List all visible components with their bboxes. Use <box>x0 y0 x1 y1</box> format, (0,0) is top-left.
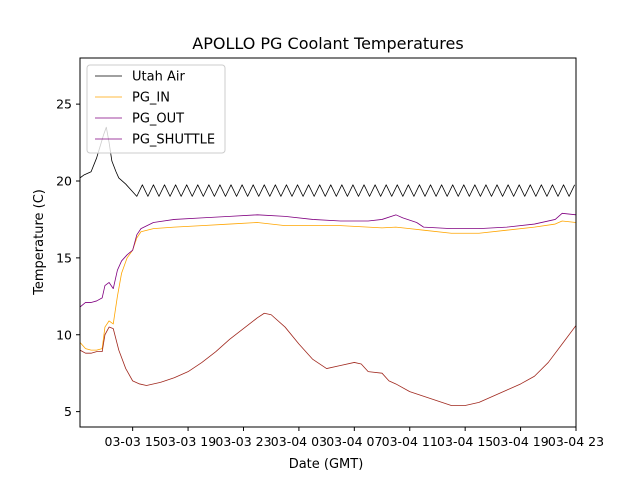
legend-label: Utah Air <box>132 70 185 85</box>
y-tick-label: 5 <box>64 404 72 419</box>
x-axis-title: Date (GMT) <box>289 457 364 472</box>
y-axis: 5 10 15 20 25 <box>56 97 80 419</box>
x-tick-label: 03-04 23 <box>548 434 604 449</box>
x-tick-label: 03-03 15 <box>105 434 161 449</box>
series-layer <box>80 126 576 406</box>
x-tick-label: 03-03 23 <box>215 434 271 449</box>
chart-title: APOLLO PG Coolant Temperatures <box>192 34 463 53</box>
legend-label: PG_IN <box>132 91 170 106</box>
y-tick-label: 20 <box>56 174 72 189</box>
legend-box <box>86 64 226 154</box>
y-tick-label: 25 <box>56 97 72 112</box>
legend-label: PG_OUT <box>132 112 184 127</box>
x-tick-label: 03-04 11 <box>382 434 438 449</box>
plot-frame <box>79 57 577 428</box>
x-tick-label: 03-04 19 <box>492 434 548 449</box>
series-line-pg-shuttle <box>80 312 576 406</box>
y-tick-label: 15 <box>56 250 72 265</box>
y-axis-title: Temperature (C) <box>32 189 47 296</box>
series-line-pg-out <box>80 212 576 308</box>
x-tick-label: 03-04 15 <box>437 434 493 449</box>
x-tick-label: 03-04 07 <box>326 434 382 449</box>
y-tick-label: 10 <box>56 327 72 342</box>
series-line-pg-in <box>80 220 576 351</box>
x-axis: 03-03 15 03-03 19 03-03 23 03-04 03 03-04 07… <box>105 427 604 449</box>
x-tick-label: 03-03 19 <box>160 434 216 449</box>
legend: Utah Air PG_IN PG_OUT PG_SHUTTLE <box>86 64 226 154</box>
legend-label: PG_SHUTTLE <box>132 133 215 148</box>
x-tick-label: 03-04 03 <box>271 434 327 449</box>
series-line-utah-air <box>80 126 575 197</box>
